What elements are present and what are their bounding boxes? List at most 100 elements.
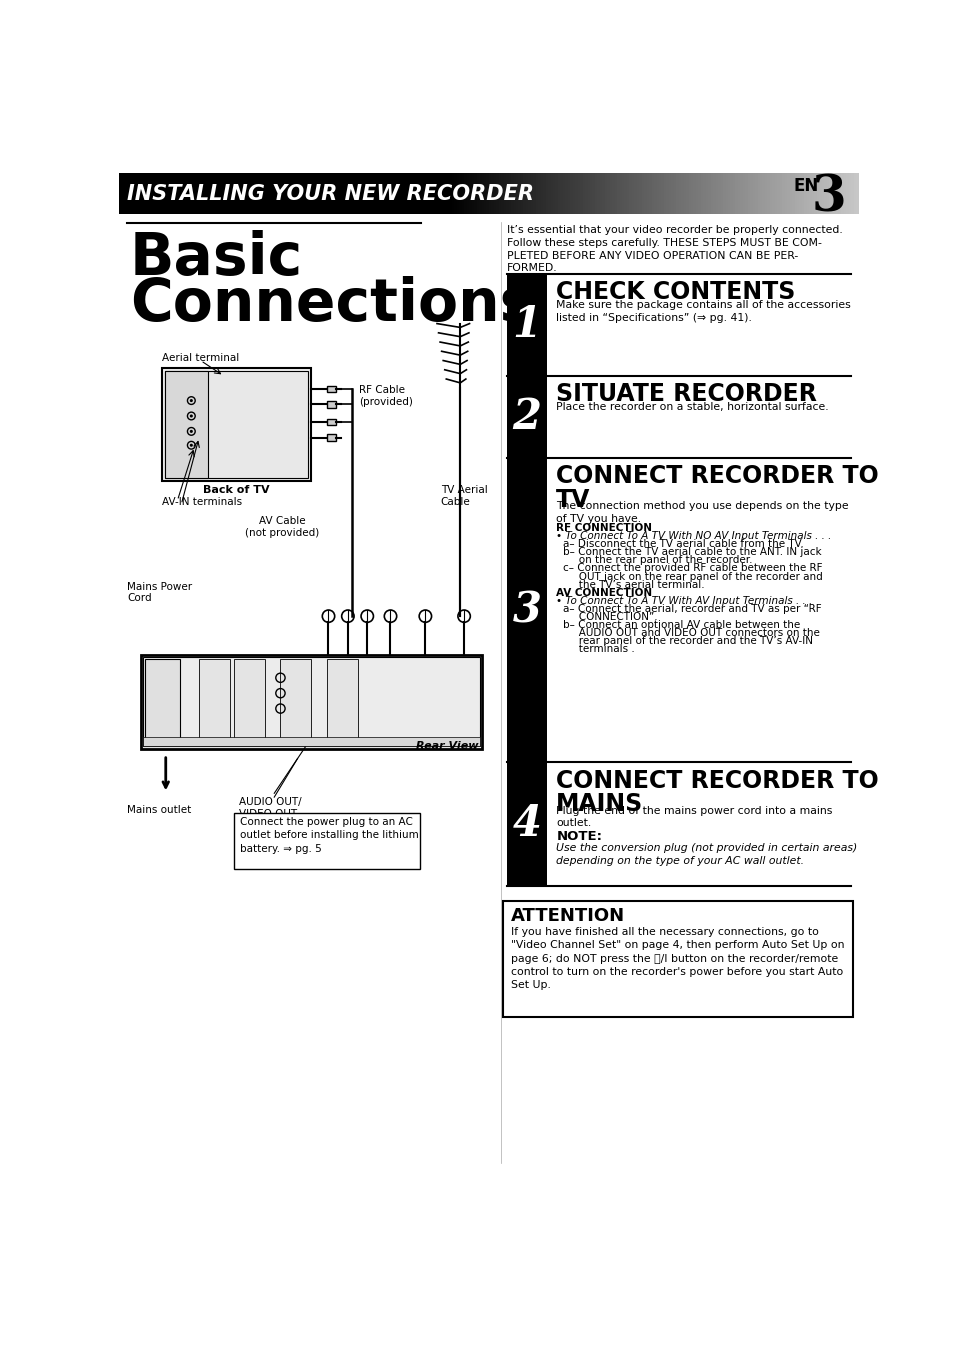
Bar bbox=[441, 174, 444, 214]
Bar bbox=[346, 174, 349, 214]
Text: c– Connect the provided RF cable between the RF: c– Connect the provided RF cable between… bbox=[562, 564, 821, 573]
Bar bbox=[143, 737, 479, 746]
Bar bbox=[327, 420, 335, 425]
Bar bbox=[327, 402, 335, 407]
Text: If you have finished all the necessary connections, go to
"Video Channel Set" on: If you have finished all the necessary c… bbox=[510, 927, 843, 990]
Bar bbox=[165, 371, 208, 479]
Bar bbox=[705, 174, 708, 214]
Bar bbox=[348, 174, 351, 214]
Bar bbox=[685, 174, 688, 214]
Bar bbox=[200, 174, 203, 214]
Bar bbox=[651, 174, 654, 214]
Bar bbox=[456, 174, 459, 214]
Text: OUT jack on the rear panel of the recorder and: OUT jack on the rear panel of the record… bbox=[568, 572, 821, 581]
Bar bbox=[545, 174, 548, 214]
Bar bbox=[316, 174, 319, 214]
Bar bbox=[365, 174, 368, 214]
Bar bbox=[671, 174, 674, 214]
Bar bbox=[537, 174, 540, 214]
Bar bbox=[668, 174, 671, 214]
Bar bbox=[119, 174, 122, 214]
Bar bbox=[158, 174, 161, 214]
Bar bbox=[410, 174, 413, 214]
Circle shape bbox=[190, 430, 193, 433]
Bar bbox=[491, 174, 494, 214]
Bar bbox=[803, 174, 806, 214]
Bar bbox=[641, 174, 644, 214]
Bar bbox=[618, 174, 621, 214]
Bar bbox=[327, 434, 335, 441]
Bar bbox=[540, 174, 543, 214]
Bar bbox=[508, 174, 511, 214]
Bar bbox=[794, 174, 797, 214]
Bar bbox=[234, 174, 237, 214]
Bar bbox=[486, 174, 489, 214]
Bar bbox=[710, 174, 713, 214]
Bar bbox=[211, 174, 213, 214]
Bar bbox=[405, 174, 408, 214]
Bar bbox=[353, 174, 355, 214]
Bar bbox=[191, 174, 193, 214]
Bar bbox=[419, 174, 422, 214]
Bar bbox=[228, 174, 231, 214]
Text: EN: EN bbox=[793, 177, 818, 194]
Bar bbox=[597, 174, 599, 214]
Bar bbox=[355, 174, 358, 214]
Text: rear panel of the recorder and the TV’s AV-IN: rear panel of the recorder and the TV’s … bbox=[568, 637, 812, 646]
Bar bbox=[558, 174, 560, 214]
Bar bbox=[247, 174, 250, 214]
Bar bbox=[555, 174, 558, 214]
Bar bbox=[309, 174, 312, 214]
Bar bbox=[702, 174, 705, 214]
Bar bbox=[279, 174, 282, 214]
Bar bbox=[660, 174, 663, 214]
Text: Make sure the package contains all of the accessories
listed in “Specifications”: Make sure the package contains all of th… bbox=[556, 299, 850, 322]
Bar bbox=[676, 174, 679, 214]
Bar bbox=[609, 174, 612, 214]
Bar bbox=[604, 174, 607, 214]
Bar bbox=[162, 368, 311, 482]
Bar bbox=[811, 174, 814, 214]
Bar bbox=[334, 174, 336, 214]
Bar bbox=[242, 174, 245, 214]
Text: Place the recorder on a stable, horizontal surface.: Place the recorder on a stable, horizont… bbox=[556, 402, 828, 413]
Bar bbox=[639, 174, 641, 214]
Bar bbox=[306, 174, 309, 214]
Bar bbox=[141, 174, 144, 214]
Text: CHECK CONTENTS: CHECK CONTENTS bbox=[556, 279, 795, 304]
Bar bbox=[562, 174, 565, 214]
Bar bbox=[742, 174, 745, 214]
Bar bbox=[311, 174, 314, 214]
Bar bbox=[237, 174, 240, 214]
Bar bbox=[380, 174, 383, 214]
Bar bbox=[329, 174, 332, 214]
Bar bbox=[122, 174, 125, 214]
Bar bbox=[284, 174, 287, 214]
Bar bbox=[252, 174, 254, 214]
Bar bbox=[424, 174, 427, 214]
Bar bbox=[506, 174, 509, 214]
Bar bbox=[766, 174, 769, 214]
Bar bbox=[183, 174, 186, 214]
Bar bbox=[198, 174, 201, 214]
Bar bbox=[570, 174, 573, 214]
Text: 4: 4 bbox=[512, 803, 541, 844]
Bar bbox=[813, 174, 816, 214]
Bar bbox=[178, 174, 181, 214]
Bar bbox=[791, 174, 794, 214]
Bar bbox=[397, 174, 400, 214]
Bar bbox=[233, 658, 265, 745]
Bar bbox=[730, 174, 733, 214]
Bar bbox=[789, 174, 792, 214]
Text: AUDIO OUT/
VIDEO OUT: AUDIO OUT/ VIDEO OUT bbox=[239, 797, 302, 819]
Bar bbox=[149, 174, 152, 214]
Bar bbox=[360, 174, 363, 214]
Bar bbox=[299, 174, 302, 214]
Bar bbox=[481, 174, 484, 214]
Bar bbox=[626, 174, 629, 214]
Bar bbox=[518, 174, 520, 214]
Bar bbox=[188, 174, 191, 214]
Bar bbox=[665, 174, 668, 214]
Bar bbox=[146, 174, 149, 214]
Bar bbox=[624, 174, 627, 214]
